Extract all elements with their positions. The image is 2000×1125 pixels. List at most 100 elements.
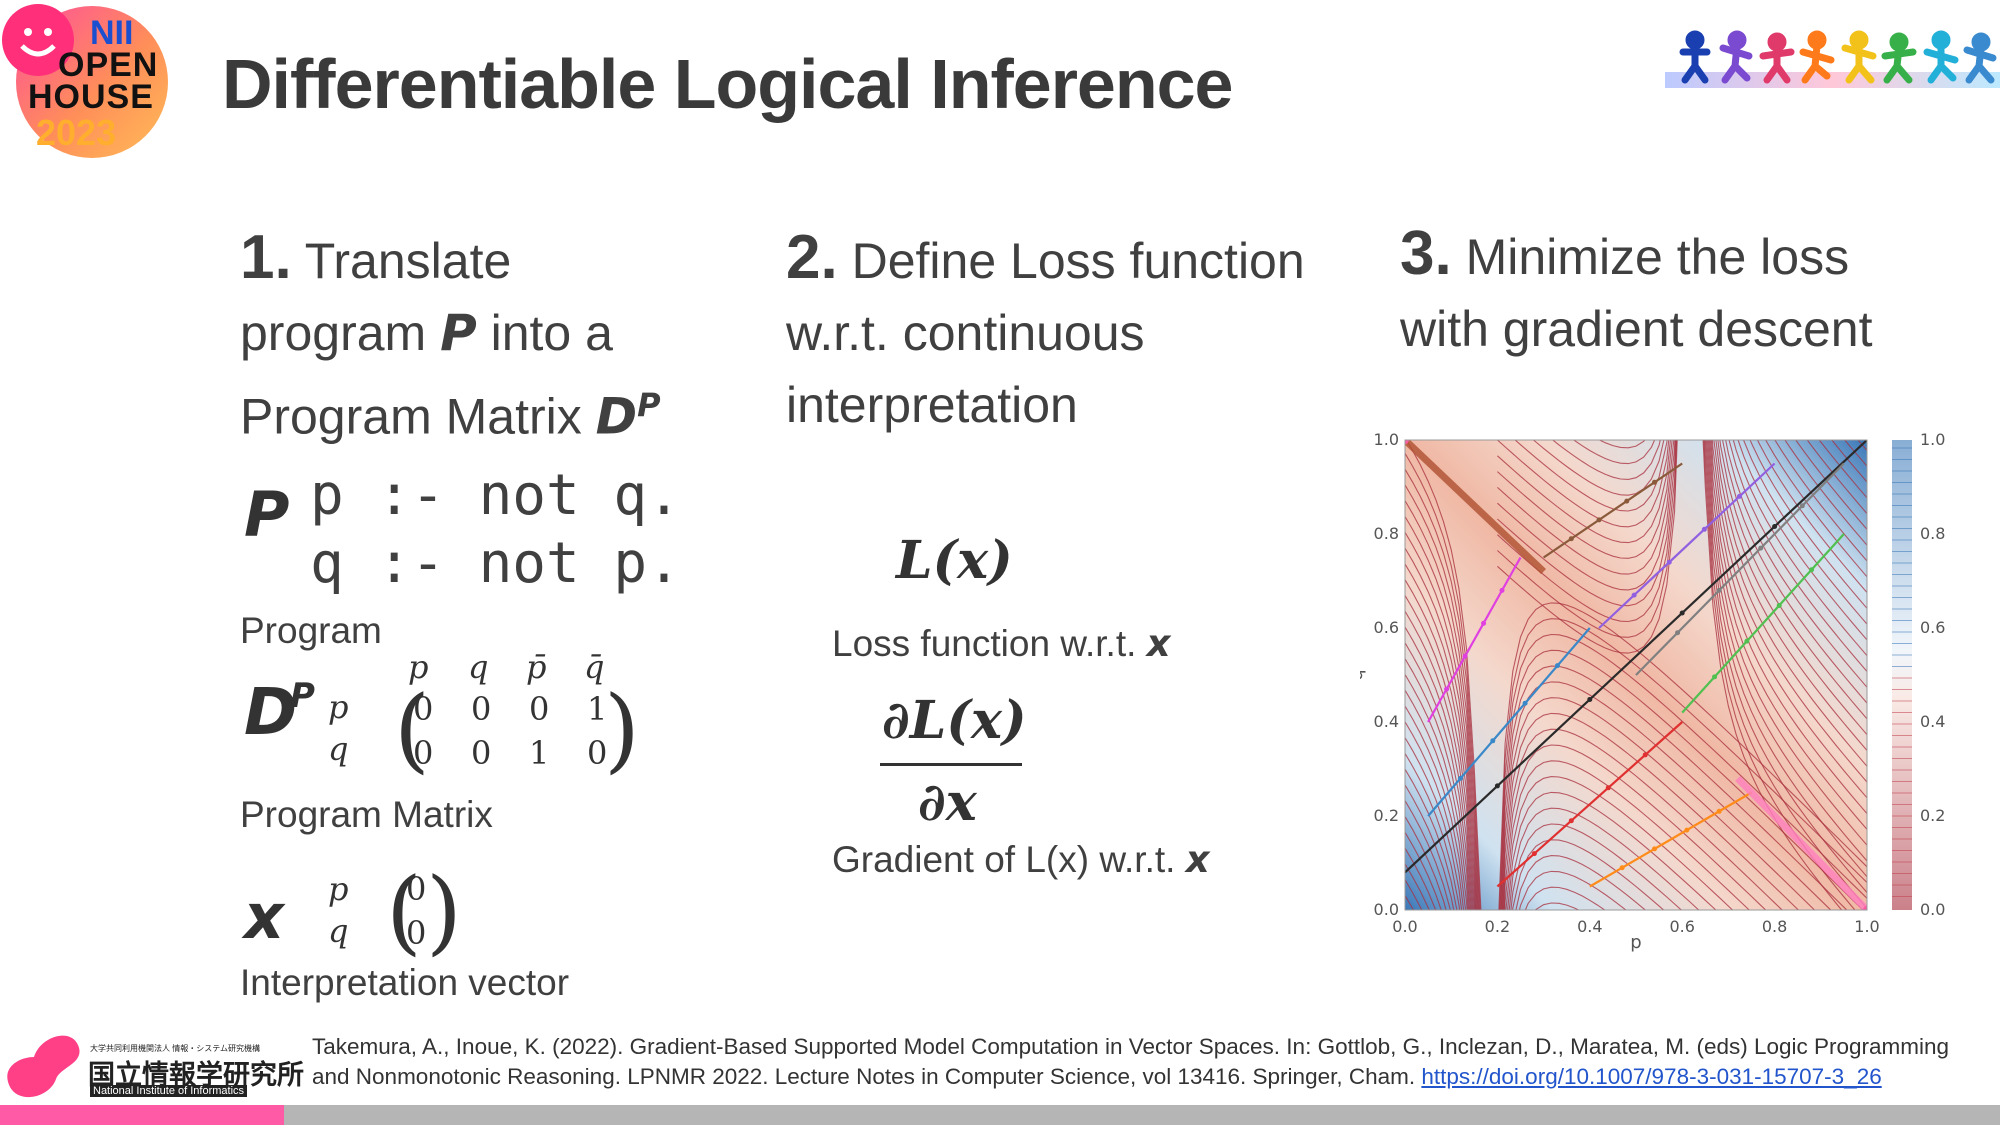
contour-line [1405, 642, 1700, 910]
trajectory-marker [1605, 785, 1611, 791]
logo-line-house: HOUSE [28, 78, 154, 116]
step3-number: 3. [1400, 219, 1452, 288]
contour-line [1405, 484, 1864, 910]
trajectory-marker [1744, 638, 1750, 644]
matrix-col-pbar: p̄ [526, 648, 547, 686]
x-axis-label: p [1630, 932, 1641, 953]
footer-accent [0, 1105, 284, 1125]
trajectory-marker [1776, 602, 1782, 608]
citation-text: Takemura, A., Inoue, K. (2022). Gradient… [312, 1034, 1950, 1089]
y-tick-label: 1.0 [1374, 430, 1399, 449]
step3-heading: 3. Minimize the loss with gradient desce… [1400, 218, 1873, 365]
step3-line1-text: Minimize the loss [1465, 229, 1850, 285]
interp-label: Interpretation vector [240, 962, 570, 1003]
program-label: Program [240, 610, 382, 651]
contour-line [1497, 440, 1867, 894]
trajectory-marker [1712, 674, 1718, 680]
step2-line1-text: Define Loss function [851, 233, 1305, 289]
trajectory-line [1405, 440, 1867, 874]
loss-formula: L(x) [896, 530, 1013, 591]
citation: Takemura, A., Inoue, K. (2022). Gradient… [312, 1032, 1992, 1092]
matrix-superscript: P [290, 676, 315, 716]
trajectory-line [1598, 462, 1776, 629]
step1-line2c: into a [476, 305, 613, 361]
solution-point [1863, 906, 1867, 910]
contour-line [1719, 440, 1867, 720]
trajectory-marker [1490, 738, 1496, 744]
matrix-label: Program Matrix [240, 794, 493, 835]
y-axis-label: q [1360, 669, 1367, 680]
contour-line [1497, 440, 1867, 831]
trajectory-marker [1666, 559, 1672, 565]
loss-label-text: Loss function w.r.t. [832, 623, 1147, 664]
x-tick-label: 0.2 [1485, 917, 1510, 936]
trajectory-line [1589, 791, 1753, 888]
nii-en-name: National Institute of Informatics [90, 1085, 248, 1097]
trajectory-marker [1499, 587, 1505, 593]
contour-line [1405, 532, 1816, 910]
x-tick-label: 0.0 [1392, 917, 1417, 936]
y-tick-label: 0.6 [1374, 618, 1399, 637]
x-tick-label: 0.6 [1669, 917, 1694, 936]
trajectory-marker [1624, 498, 1630, 504]
matrix-row-q: q [328, 730, 349, 768]
colorbar-tick-label: 0.2 [1920, 806, 1945, 825]
trajectory-marker [1701, 526, 1707, 532]
trajectory-line [1681, 533, 1845, 714]
matrix-cell: 0 [471, 734, 492, 772]
step1-line2: program P into a [240, 297, 661, 369]
matrix-cell: 0 [587, 734, 608, 772]
matrix-cell: 0 [413, 734, 434, 772]
logo-line-open: OPEN [58, 46, 159, 84]
trajectory-marker [1675, 630, 1681, 636]
contour-line [1497, 440, 1856, 910]
trajectory-marker [1619, 865, 1625, 871]
gradient-label-var: x [1185, 838, 1210, 881]
trajectory-marker [1522, 700, 1528, 706]
matrix-bracket-left: ( [394, 676, 430, 783]
step1-matrix-symbol: D [595, 387, 638, 446]
trajectory-marker [1568, 818, 1574, 824]
matrix-cell: 0 [413, 690, 434, 728]
contour-line [1405, 658, 1683, 910]
step1-number: 1. [240, 223, 292, 292]
x-tick-label: 0.8 [1762, 917, 1787, 936]
contour-line [1405, 626, 1717, 910]
trajectory-marker [1631, 592, 1637, 598]
step1-line3: Program Matrix DP [240, 369, 661, 453]
contour-line [1405, 453, 1867, 910]
loss-label-var: x [1146, 622, 1171, 665]
contour-line [1497, 440, 1843, 910]
step3-line1: 3. Minimize the loss [1400, 218, 1873, 293]
solution-streak [1405, 440, 1547, 575]
gradient-label-text: Gradient of L(x) w.r.t. [832, 839, 1186, 880]
citation-doi-link[interactable]: https://doi.org/10.1007/978-3-031-15707-… [1421, 1064, 1882, 1089]
contour-line [1532, 440, 1867, 783]
footer-bar [0, 1105, 2000, 1125]
loss-label: Loss function w.r.t. x [832, 622, 1171, 665]
contour-line [1514, 440, 1867, 799]
contour-line [1405, 689, 1647, 910]
matrix-symbol: D [244, 676, 298, 750]
matrix-col-qbar: q̄ [584, 648, 605, 686]
matrix-row-p: p [328, 688, 349, 726]
logo-line-year: 2023 [36, 112, 117, 153]
trajectory-marker [1531, 851, 1537, 857]
contour-line [1405, 468, 1867, 910]
y-tick-label: 0.8 [1374, 524, 1399, 543]
trajectory-marker [1457, 775, 1463, 781]
trajectory-marker [1684, 827, 1690, 833]
matrix-cell: 0 [471, 690, 492, 728]
trajectory-marker [1642, 752, 1648, 758]
step1-line3a: Program Matrix [240, 388, 596, 445]
contour-line [1405, 610, 1734, 910]
contour-line [1405, 959, 1867, 960]
trajectory-line [1635, 462, 1845, 676]
matrix-cell: 1 [587, 690, 608, 728]
step2-line2: w.r.t. continuous [786, 305, 1145, 361]
interp-bracket-left: ( [386, 858, 422, 965]
interp-symbol: x [244, 880, 284, 953]
logo-line-nii: NII [90, 14, 134, 52]
trajectory-marker [1758, 545, 1764, 551]
step2-heading: 2. Define Loss function w.r.t. continuou… [786, 222, 1305, 441]
